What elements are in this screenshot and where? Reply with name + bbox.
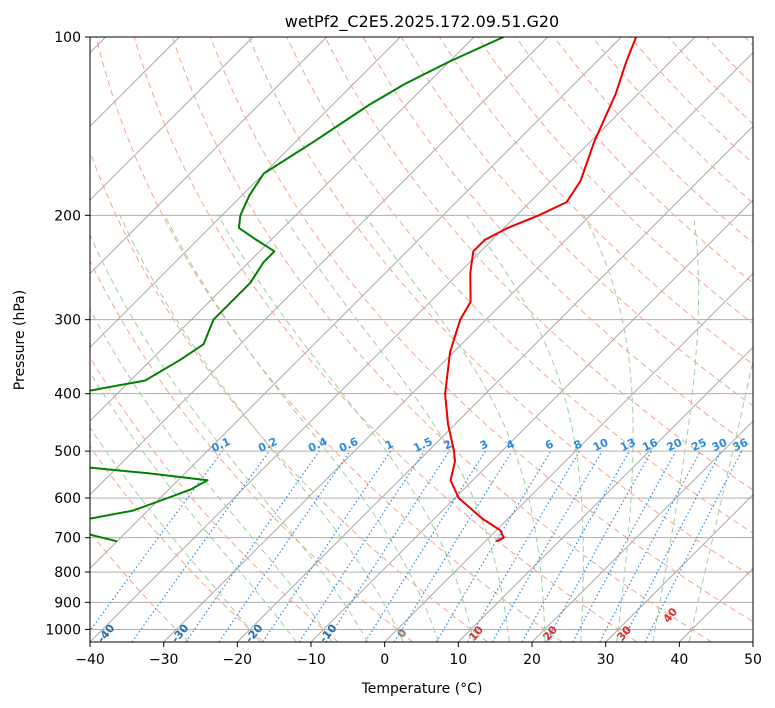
x-tick-label: −30 (149, 652, 179, 668)
x-tick-label: −20 (223, 652, 253, 668)
isotherm-gridline (531, 420, 753, 642)
isotherm-gridline (384, 273, 753, 642)
y-tick-label: 200 (54, 208, 81, 224)
y-axis: 100 200 300 400 500 600 700 800 900 1000 (45, 30, 90, 638)
mixing-ratio-label: 36 (731, 436, 751, 454)
isotherm-gridline (90, 37, 254, 201)
mixing-ratio-line (521, 450, 631, 642)
x-tick-label: 40 (670, 652, 688, 668)
y-tick-label: 700 (54, 531, 81, 547)
isotherm-gridline (605, 494, 753, 642)
mixing-ratio-line (393, 450, 513, 642)
moist-adiabat (583, 215, 634, 642)
x-tick-label: 10 (449, 652, 467, 668)
chart-title: wetPf2_C2E5.2025.172.09.51.G20 (285, 12, 559, 32)
y-tick-label: 500 (54, 444, 81, 460)
mixing-ratio-line (572, 450, 677, 642)
isotherm-gridline (90, 37, 622, 569)
x-tick-label: 20 (523, 652, 541, 668)
y-axis-label: Pressure (hPa) (12, 290, 28, 390)
moist-adiabat (90, 371, 297, 642)
background-lines (90, 37, 753, 642)
x-tick-label: −40 (75, 652, 105, 668)
moist-adiabat (217, 215, 475, 642)
dry-adiabat (248, 37, 753, 578)
dry-adiabat (171, 37, 712, 642)
mixing-ratio-line (325, 450, 450, 642)
moist-adiabat (466, 215, 584, 642)
y-tick-label: 300 (54, 313, 81, 329)
mixing-ratio-line (545, 450, 653, 642)
dry-adiabat (210, 37, 753, 623)
y-tick-label: 600 (54, 491, 81, 507)
profile-lines (90, 37, 638, 543)
mixing-ratio-line (90, 450, 223, 632)
isotherm-gridline (90, 37, 548, 496)
plot-frame (89, 36, 754, 643)
y-tick-label: 400 (54, 387, 81, 403)
mixing-ratio-label: 16 (640, 436, 660, 454)
moist-adiabat (164, 215, 439, 642)
mixing-ratio-line (262, 450, 392, 642)
x-tick-label: 50 (744, 652, 762, 668)
y-tick-label: 800 (54, 565, 81, 581)
x-axis-label: Temperature (°C) (361, 681, 483, 697)
mixing-ratio-line (644, 450, 743, 642)
isotherm-gridline (458, 346, 753, 642)
y-tick-label: 100 (54, 30, 81, 46)
dry-adiabat (90, 445, 264, 642)
mixing-ratio-line (218, 450, 351, 642)
mixing-ratio-line (298, 450, 425, 642)
temperature-profile-line (444, 37, 638, 543)
y-tick-label: 900 (54, 595, 81, 611)
mixing-ratio-line (185, 450, 320, 642)
dewpoint-profile-line (90, 37, 504, 543)
dry-adiabat (95, 37, 563, 642)
x-tick-label: 0 (380, 652, 389, 668)
moist-adiabat (364, 215, 546, 642)
mixing-ratio-label: 30 (710, 436, 730, 454)
x-axis: −40 −30 −20 −10 0 10 20 30 40 50 (75, 642, 762, 668)
isotherm-gridline (163, 52, 753, 642)
isotherm-gridline (90, 37, 401, 348)
mixing-ratio-line (131, 450, 270, 642)
mixing-ratio-label: 20 (665, 436, 685, 454)
isotherm-gridline (90, 37, 475, 422)
dry-adiabat (324, 37, 753, 491)
dry-adiabat (515, 37, 753, 284)
isotherm-gridline (90, 37, 696, 642)
dry-adiabat (90, 259, 414, 642)
isotherm-gridline (237, 125, 753, 642)
mixing-ratio-label: 10 (591, 436, 611, 454)
mixing-ratio-label: 13 (618, 436, 637, 454)
moist-adiabat (90, 308, 333, 642)
dry-adiabat (286, 37, 753, 534)
dry-adiabat (90, 356, 339, 642)
x-tick-label: −10 (296, 652, 326, 668)
mixing-ratio-label: 25 (689, 436, 708, 454)
isotherm-gridline (90, 37, 327, 275)
x-tick-label: 30 (597, 652, 615, 668)
moist-adiabat (119, 215, 404, 642)
y-tick-label: 1000 (45, 622, 81, 638)
moist-adiabat (652, 215, 700, 642)
